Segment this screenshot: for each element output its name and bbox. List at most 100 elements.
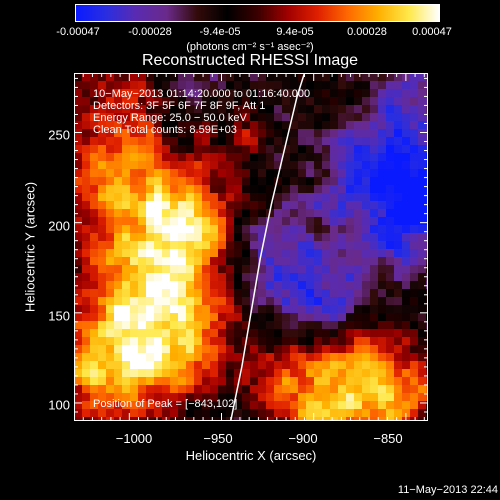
heatmap-cell	[282, 177, 291, 186]
heatmap-cell	[250, 129, 259, 138]
heatmap-cell	[186, 129, 195, 138]
heatmap-cell	[210, 153, 219, 162]
heatmap-cell	[114, 185, 123, 194]
heatmap-cell	[250, 209, 259, 218]
heatmap-cell	[218, 129, 227, 138]
colorbar-units: (photons cm⁻² s⁻¹ asec⁻²)	[186, 41, 314, 53]
heatmap-cell	[330, 417, 339, 421]
heatmap-cell	[178, 113, 187, 122]
heatmap-cell	[386, 265, 395, 274]
heatmap-cell	[194, 385, 203, 394]
heatmap-cell	[410, 281, 419, 290]
heatmap-cell	[378, 73, 387, 82]
heatmap-cell	[90, 401, 99, 410]
heatmap-cell	[418, 81, 427, 90]
heatmap-cell	[202, 361, 211, 370]
heatmap-cell	[258, 73, 267, 82]
heatmap-cell	[98, 201, 107, 210]
heatmap-cell	[82, 337, 91, 346]
heatmap-cell	[218, 281, 227, 290]
heatmap-cell	[354, 105, 363, 114]
heatmap-cell	[282, 401, 291, 410]
heatmap-cell	[282, 81, 291, 90]
heatmap-cell	[154, 153, 163, 162]
heatmap-cell	[354, 225, 363, 234]
heatmap-cell	[234, 297, 243, 306]
heatmap-cell	[386, 137, 395, 146]
heatmap-cell	[122, 121, 131, 130]
heatmap-cell	[130, 273, 139, 282]
heatmap-cell	[346, 257, 355, 266]
heatmap-cell	[106, 369, 115, 378]
heatmap-cell	[194, 145, 203, 154]
heatmap-cell	[170, 281, 179, 290]
heatmap-cell	[170, 273, 179, 282]
heatmap-cell	[298, 129, 307, 138]
heatmap-cell	[106, 401, 115, 410]
heatmap-cell	[282, 345, 291, 354]
heatmap-cell	[402, 89, 411, 98]
heatmap-cell	[258, 409, 267, 418]
heatmap-cell	[194, 217, 203, 226]
heatmap-cell	[306, 329, 315, 338]
heatmap-cell	[186, 273, 195, 282]
heatmap-cell	[330, 393, 339, 402]
chart-title: Reconstructed RHESSI Image	[141, 52, 359, 69]
heatmap-cell	[386, 249, 395, 258]
heatmap-cell	[234, 193, 243, 202]
heatmap-cell	[186, 321, 195, 330]
heatmap-cell	[146, 361, 155, 370]
heatmap-cell	[130, 353, 139, 362]
heatmap-cell	[90, 273, 99, 282]
heatmap-cell	[106, 185, 115, 194]
heatmap-cell	[266, 417, 275, 421]
heatmap-cell	[186, 257, 195, 266]
heatmap-cell	[98, 225, 107, 234]
heatmap-cell	[226, 241, 235, 250]
heatmap-cell	[170, 113, 179, 122]
heatmap-cell	[122, 225, 131, 234]
heatmap-cell	[298, 225, 307, 234]
heatmap-cell	[346, 145, 355, 154]
heatmap-cell	[258, 185, 267, 194]
heatmap-cell	[370, 281, 379, 290]
heatmap-cell	[306, 217, 315, 226]
heatmap-cell	[338, 417, 347, 421]
heatmap-cell	[106, 153, 115, 162]
heatmap-cell	[322, 121, 331, 130]
heatmap-cell	[82, 409, 91, 418]
heatmap-cell	[154, 273, 163, 282]
heatmap-cell	[314, 161, 323, 170]
heatmap-cell	[226, 249, 235, 258]
heatmap-cell	[170, 137, 179, 146]
heatmap-cell	[122, 321, 131, 330]
heatmap-cell	[370, 305, 379, 314]
heatmap-cell	[114, 353, 123, 362]
heatmap-cell	[90, 73, 99, 82]
heatmap-cell	[186, 289, 195, 298]
heatmap-cell	[90, 265, 99, 274]
colorbar-tick-label: -0.00028	[128, 26, 172, 38]
heatmap-cell	[98, 161, 107, 170]
heatmap-cell	[210, 209, 219, 218]
heatmap-cell	[210, 297, 219, 306]
heatmap-cell	[162, 273, 171, 282]
heatmap-cell	[98, 273, 107, 282]
heatmap-cell	[298, 169, 307, 178]
heatmap-cell	[146, 161, 155, 170]
heatmap-cell	[226, 201, 235, 210]
heatmap-cell	[186, 361, 195, 370]
heatmap-cell	[282, 377, 291, 386]
heatmap-cell	[290, 417, 299, 421]
heatmap-cell	[210, 417, 219, 421]
heatmap-cell	[154, 129, 163, 138]
heatmap-cell	[378, 289, 387, 298]
heatmap-cell	[266, 89, 275, 98]
heatmap-cell	[74, 313, 83, 322]
heatmap-cell	[362, 153, 371, 162]
heatmap-cell	[266, 361, 275, 370]
heatmap-cell	[194, 185, 203, 194]
heatmap-cell	[386, 409, 395, 418]
heatmap-cell	[170, 313, 179, 322]
heatmap-cell	[346, 249, 355, 258]
